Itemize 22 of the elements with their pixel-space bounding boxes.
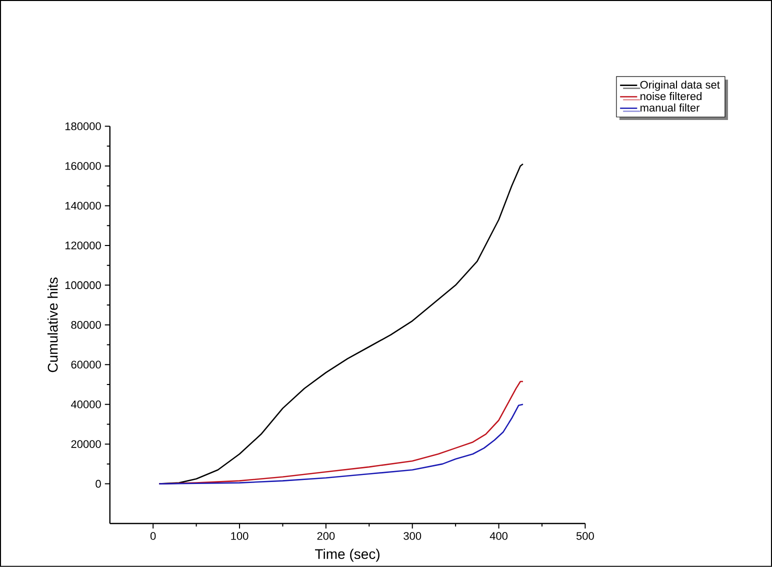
x-axis-title: Time (sec) <box>315 548 380 562</box>
y-tick-label: 120000 <box>65 242 101 250</box>
x-tick-label: 200 <box>317 532 335 540</box>
x-tick-label: 400 <box>490 532 508 540</box>
y-tick-label: 80000 <box>71 321 101 329</box>
y-tick-label: 40000 <box>70 400 101 408</box>
legend-label: Original data set <box>640 80 720 91</box>
y-tick-label: 100000 <box>65 281 101 290</box>
line-series <box>158 404 524 485</box>
y-axis-title: Cumulative hits <box>47 278 58 372</box>
x-tick-label: 300 <box>404 532 422 540</box>
y-tick-label: 180000 <box>65 122 101 130</box>
legend-label: noise filtered <box>640 92 702 100</box>
x-tick-label: 0 <box>150 532 156 540</box>
legend-label: manual filter <box>640 104 700 112</box>
y-tick-label: 140000 <box>65 202 101 210</box>
x-tick-label: 100 <box>231 532 248 540</box>
x-tick-label: 500 <box>576 532 594 540</box>
y-tick-label: 20000 <box>71 440 101 448</box>
y-tick-label: 160000 <box>65 162 101 170</box>
y-tick-label: 0 <box>96 480 101 488</box>
y-tick-label: 60000 <box>71 360 101 369</box>
